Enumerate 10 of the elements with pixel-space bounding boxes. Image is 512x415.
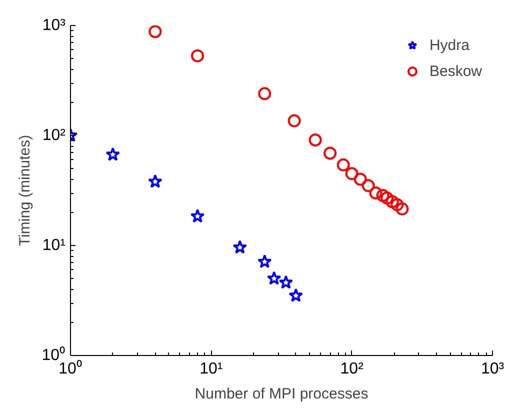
legend-label: Hydra	[429, 36, 470, 54]
y-axis-title: Timing (minutes)	[16, 134, 34, 246]
y-tick-label: 10²	[42, 127, 66, 144]
y-tick-label: 10¹	[42, 237, 66, 254]
x-tick-label: 10¹	[200, 360, 223, 378]
y-tick-label: 10³	[42, 17, 66, 34]
x-tick-label: 10²	[340, 360, 364, 378]
x-axis-title: Number of MPI processes	[194, 386, 368, 402]
x-tick-label: 10³	[480, 360, 505, 378]
legend-label: Beskow	[429, 62, 482, 80]
